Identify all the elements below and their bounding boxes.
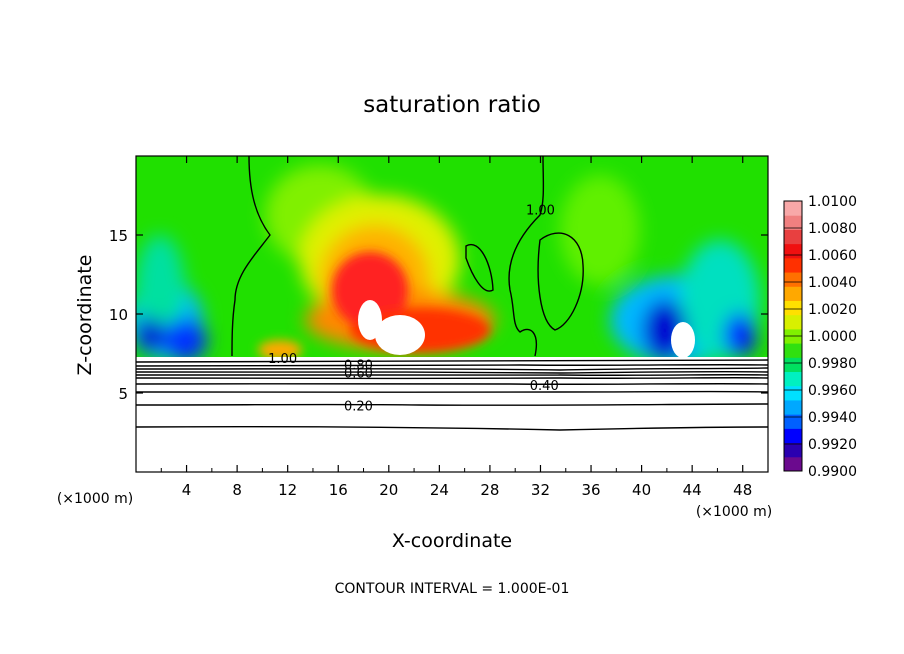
colorbar-swatch <box>784 300 802 316</box>
colorbar-swatch <box>784 257 802 273</box>
unsaturated-layer <box>136 357 768 472</box>
x-tick-label: 12 <box>278 481 297 499</box>
white-region-lobe <box>375 315 425 355</box>
x-tick-label: 48 <box>733 481 752 499</box>
colorbar-swatch <box>784 442 802 458</box>
contour-level <box>136 390 768 393</box>
contour-level <box>136 403 768 406</box>
colorbar-label: 0.9960 <box>808 383 857 399</box>
contour-level <box>136 374 768 376</box>
x-tick-label: 28 <box>480 481 499 499</box>
saturation-field <box>136 156 768 472</box>
contour-level <box>136 377 768 380</box>
white-peak-right <box>671 322 695 358</box>
colorbar-swatch <box>784 428 802 444</box>
contour-level <box>136 383 768 385</box>
x-tick-label: 40 <box>632 481 651 499</box>
y-axis-title: Z-coordinate <box>74 255 96 376</box>
colorbar-swatch <box>784 229 802 245</box>
colorbar-swatch <box>784 243 802 259</box>
colorbar-swatch <box>784 286 802 301</box>
plot-area: 1.00 1.00 0.800.60 0.40 0.20 <box>136 156 768 472</box>
contour-level <box>136 364 768 367</box>
colorbar-swatch <box>784 272 802 287</box>
x-tick-label: 4 <box>182 481 192 499</box>
x-unit-label-left: (×1000 m) <box>57 491 133 507</box>
colorbar-swatch <box>784 215 802 230</box>
contour-labels: 1.00 1.00 0.800.60 0.40 0.20 <box>268 204 559 415</box>
contour-label: 0.40 <box>530 379 559 394</box>
contour-level <box>136 367 768 371</box>
colorbar-swatch <box>784 371 802 387</box>
contour-1-00-small <box>465 243 494 292</box>
y-axis: 5 10 15 <box>109 227 768 403</box>
contour-level <box>136 425 768 431</box>
contour-label: 0.80 <box>344 359 373 374</box>
colorbar-swatch <box>784 314 802 330</box>
y-tick-label: 5 <box>118 385 128 403</box>
colorbar-label: 0.9940 <box>808 410 857 426</box>
x-tick-label: 16 <box>329 481 348 499</box>
colorbar-label: 1.0020 <box>808 302 857 318</box>
colorbar-label: 1.0100 <box>808 194 857 210</box>
x-tick-label: 36 <box>581 481 600 499</box>
y-tick-label: 15 <box>109 227 128 245</box>
colorbar-label: 1.0000 <box>808 329 857 345</box>
y-tick-label: 10 <box>109 306 128 324</box>
contour-1-00-left <box>231 156 271 357</box>
colorbar-label: 1.0080 <box>808 221 857 237</box>
x-axis: 4 8 12 16 20 24 28 32 36 40 44 48 <box>160 156 752 499</box>
contour-label: 0.20 <box>344 400 373 415</box>
colorbar-swatch <box>784 201 802 216</box>
contour-lines <box>136 156 768 431</box>
colorbar-swatch <box>784 357 802 373</box>
x-tick-label: 8 <box>232 481 242 499</box>
contour-1-00-loop <box>537 232 584 331</box>
colorbar-swatch <box>784 456 802 472</box>
x-unit-label-right: (×1000 m) <box>696 504 772 520</box>
x-tick-label: 24 <box>430 481 449 499</box>
colorbar-swatch <box>784 385 802 401</box>
colorbar-label: 1.0060 <box>808 248 857 264</box>
colorbar-label: 0.9920 <box>808 437 857 453</box>
x-tick-label: 20 <box>379 481 398 499</box>
contour-interval-note: CONTOUR INTERVAL = 1.000E-01 <box>335 581 570 597</box>
x-tick-label: 32 <box>531 481 550 499</box>
contour-level <box>136 370 768 374</box>
contour-level <box>136 359 768 363</box>
colorbar-swatch <box>784 414 802 429</box>
colorbar-label: 0.9900 <box>808 464 857 480</box>
contour-label: 1.00 <box>526 204 555 219</box>
contour-label: 1.00 <box>268 352 297 367</box>
contour-1-00-right <box>508 156 545 357</box>
x-axis-title: X-coordinate <box>392 530 512 552</box>
colorbar: 1.0100 1.0080 1.0060 1.0040 1.0020 1.0000 0.99… <box>783 194 857 480</box>
chart-title: saturation ratio <box>363 92 541 118</box>
contour-label: 0.60 <box>344 366 373 381</box>
x-tick-label: 44 <box>683 481 702 499</box>
colorbar-label: 0.9980 <box>808 356 857 372</box>
colorbar-swatch <box>784 399 802 415</box>
colorbar-label: 1.0040 <box>808 275 857 291</box>
colorbar-swatch <box>784 343 802 358</box>
